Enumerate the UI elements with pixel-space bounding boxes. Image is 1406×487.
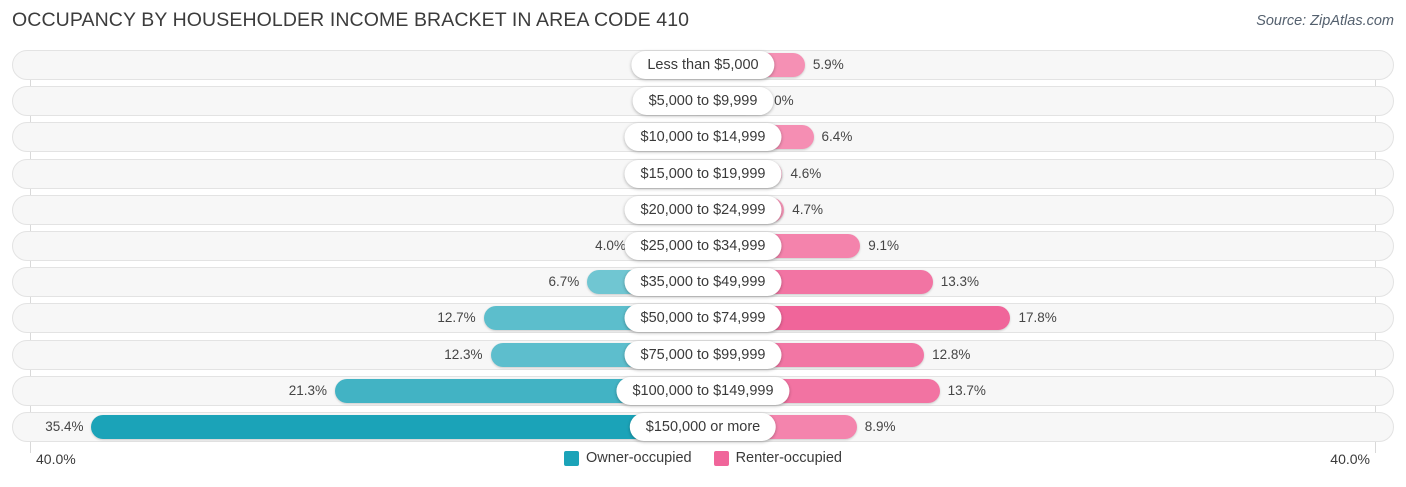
bar-pair: 1.8%5.9%Less than $5,000 bbox=[12, 50, 1394, 80]
category-label-pill: $50,000 to $74,999 bbox=[624, 304, 782, 333]
bar-row: 1.9%4.7%$20,000 to $24,999 bbox=[12, 194, 1394, 225]
value-label-owner-occupied: 12.7% bbox=[437, 310, 476, 326]
category-label-pill: $15,000 to $19,999 bbox=[624, 159, 782, 188]
chart-header: OCCUPANCY BY HOUSEHOLDER INCOME BRACKET … bbox=[0, 0, 1406, 44]
category-label-pill: $10,000 to $14,999 bbox=[624, 123, 782, 152]
category-label-pill: Less than $5,000 bbox=[631, 51, 775, 79]
bar-rows-container: 1.8%5.9%Less than $5,0000.9%3.0%$5,000 t… bbox=[0, 50, 1406, 448]
value-label-owner-occupied: 4.0% bbox=[595, 237, 626, 253]
chart-legend: Owner-occupied Renter-occupied bbox=[564, 450, 842, 466]
category-label-pill: $20,000 to $24,999 bbox=[624, 195, 782, 224]
value-label-owner-occupied: 21.3% bbox=[288, 382, 328, 398]
legend-item[interactable]: Renter-occupied bbox=[713, 450, 842, 466]
legend-swatch-icon bbox=[713, 450, 729, 466]
bar-row: 1.7%4.6%$15,000 to $19,999 bbox=[12, 158, 1394, 189]
bar-pair: 1.4%6.4%$10,000 to $14,999 bbox=[12, 122, 1394, 152]
value-label-owner-occupied: 6.7% bbox=[548, 274, 580, 290]
category-label-pill: $100,000 to $149,999 bbox=[616, 376, 790, 405]
legend-item[interactable]: Owner-occupied bbox=[564, 450, 692, 466]
value-label-renter-occupied: 4.7% bbox=[792, 201, 823, 217]
category-label-pill: $35,000 to $49,999 bbox=[624, 268, 782, 297]
bar-pair: 1.7%4.6%$15,000 to $19,999 bbox=[12, 159, 1394, 189]
bar-pair: 35.4% 8.9% $150,000 or more bbox=[12, 412, 1394, 442]
value-label-owner-occupied: 12.3% bbox=[444, 346, 483, 362]
legend-item-label: Owner-occupied bbox=[586, 450, 692, 466]
bar-row: 21.3% 13.7% $100,000 to $149,999 bbox=[12, 375, 1394, 406]
bar-row: 0.9%3.0%$5,000 to $9,999 bbox=[12, 86, 1394, 117]
bar-pair: 12.7% 17.8% $50,000 to $74,999 bbox=[12, 303, 1394, 333]
value-label-renter-occupied: 5.9% bbox=[812, 57, 844, 72]
category-label-pill: $150,000 or more bbox=[629, 412, 777, 441]
value-label-renter-occupied: 13.3% bbox=[940, 274, 980, 290]
legend-swatch-icon bbox=[564, 450, 580, 466]
value-label-renter-occupied: 8.9% bbox=[864, 418, 896, 434]
bar-pair: 0.9%3.0%$5,000 to $9,999 bbox=[12, 86, 1394, 116]
category-label-pill: $25,000 to $34,999 bbox=[624, 231, 782, 260]
category-label-pill: $5,000 to $9,999 bbox=[632, 87, 774, 116]
bar-pair: 12.3% 12.8% $75,000 to $99,999 bbox=[12, 340, 1394, 370]
chart-footer: 40.0% 40.0% Owner-occupied Renter-occupie… bbox=[0, 443, 1406, 487]
bar-row: 12.3% 12.8% $75,000 to $99,999 bbox=[12, 339, 1394, 370]
value-label-renter-occupied: 12.8% bbox=[932, 346, 971, 362]
bar-row: 1.4%6.4%$10,000 to $14,999 bbox=[12, 122, 1394, 153]
bar-row: 12.7% 17.8% $50,000 to $74,999 bbox=[12, 303, 1394, 334]
category-label-pill: $75,000 to $99,999 bbox=[624, 340, 782, 369]
chart-plot-area: 1.8%5.9%Less than $5,0000.9%3.0%$5,000 t… bbox=[0, 50, 1406, 453]
bar-pair: 1.9%4.7%$20,000 to $24,999 bbox=[12, 195, 1394, 225]
value-label-owner-occupied: 35.4% bbox=[45, 418, 84, 434]
bar-pair: 6.7% 13.3% $35,000 to $49,999 bbox=[12, 267, 1394, 297]
axis-tick-right: 40.0% bbox=[1330, 451, 1370, 467]
bar-row: 1.8%5.9%Less than $5,000 bbox=[12, 50, 1394, 80]
value-label-renter-occupied: 13.7% bbox=[947, 382, 986, 398]
value-label-renter-occupied: 9.1% bbox=[868, 237, 899, 253]
bar-pair: 21.3% 13.7% $100,000 to $149,999 bbox=[12, 376, 1394, 406]
legend-item-label: Renter-occupied bbox=[735, 450, 842, 466]
bar-row: 4.0% 9.1% $25,000 to $34,999 bbox=[12, 230, 1394, 261]
value-label-renter-occupied: 17.8% bbox=[1018, 310, 1057, 326]
page-title: OCCUPANCY BY HOUSEHOLDER INCOME BRACKET … bbox=[12, 9, 690, 31]
value-label-renter-occupied: 4.6% bbox=[790, 165, 822, 181]
axis-tick-left: 40.0% bbox=[36, 451, 76, 467]
value-label-renter-occupied: 6.4% bbox=[821, 129, 853, 145]
bar-pair: 4.0% 9.1% $25,000 to $34,999 bbox=[12, 231, 1394, 261]
bar-row: 6.7% 13.3% $35,000 to $49,999 bbox=[12, 267, 1394, 298]
source-attribution: Source: ZipAtlas.com bbox=[1256, 13, 1394, 29]
bar-owner-occupied[interactable] bbox=[91, 414, 703, 439]
bar-row: 35.4% 8.9% $150,000 or more bbox=[12, 411, 1394, 442]
